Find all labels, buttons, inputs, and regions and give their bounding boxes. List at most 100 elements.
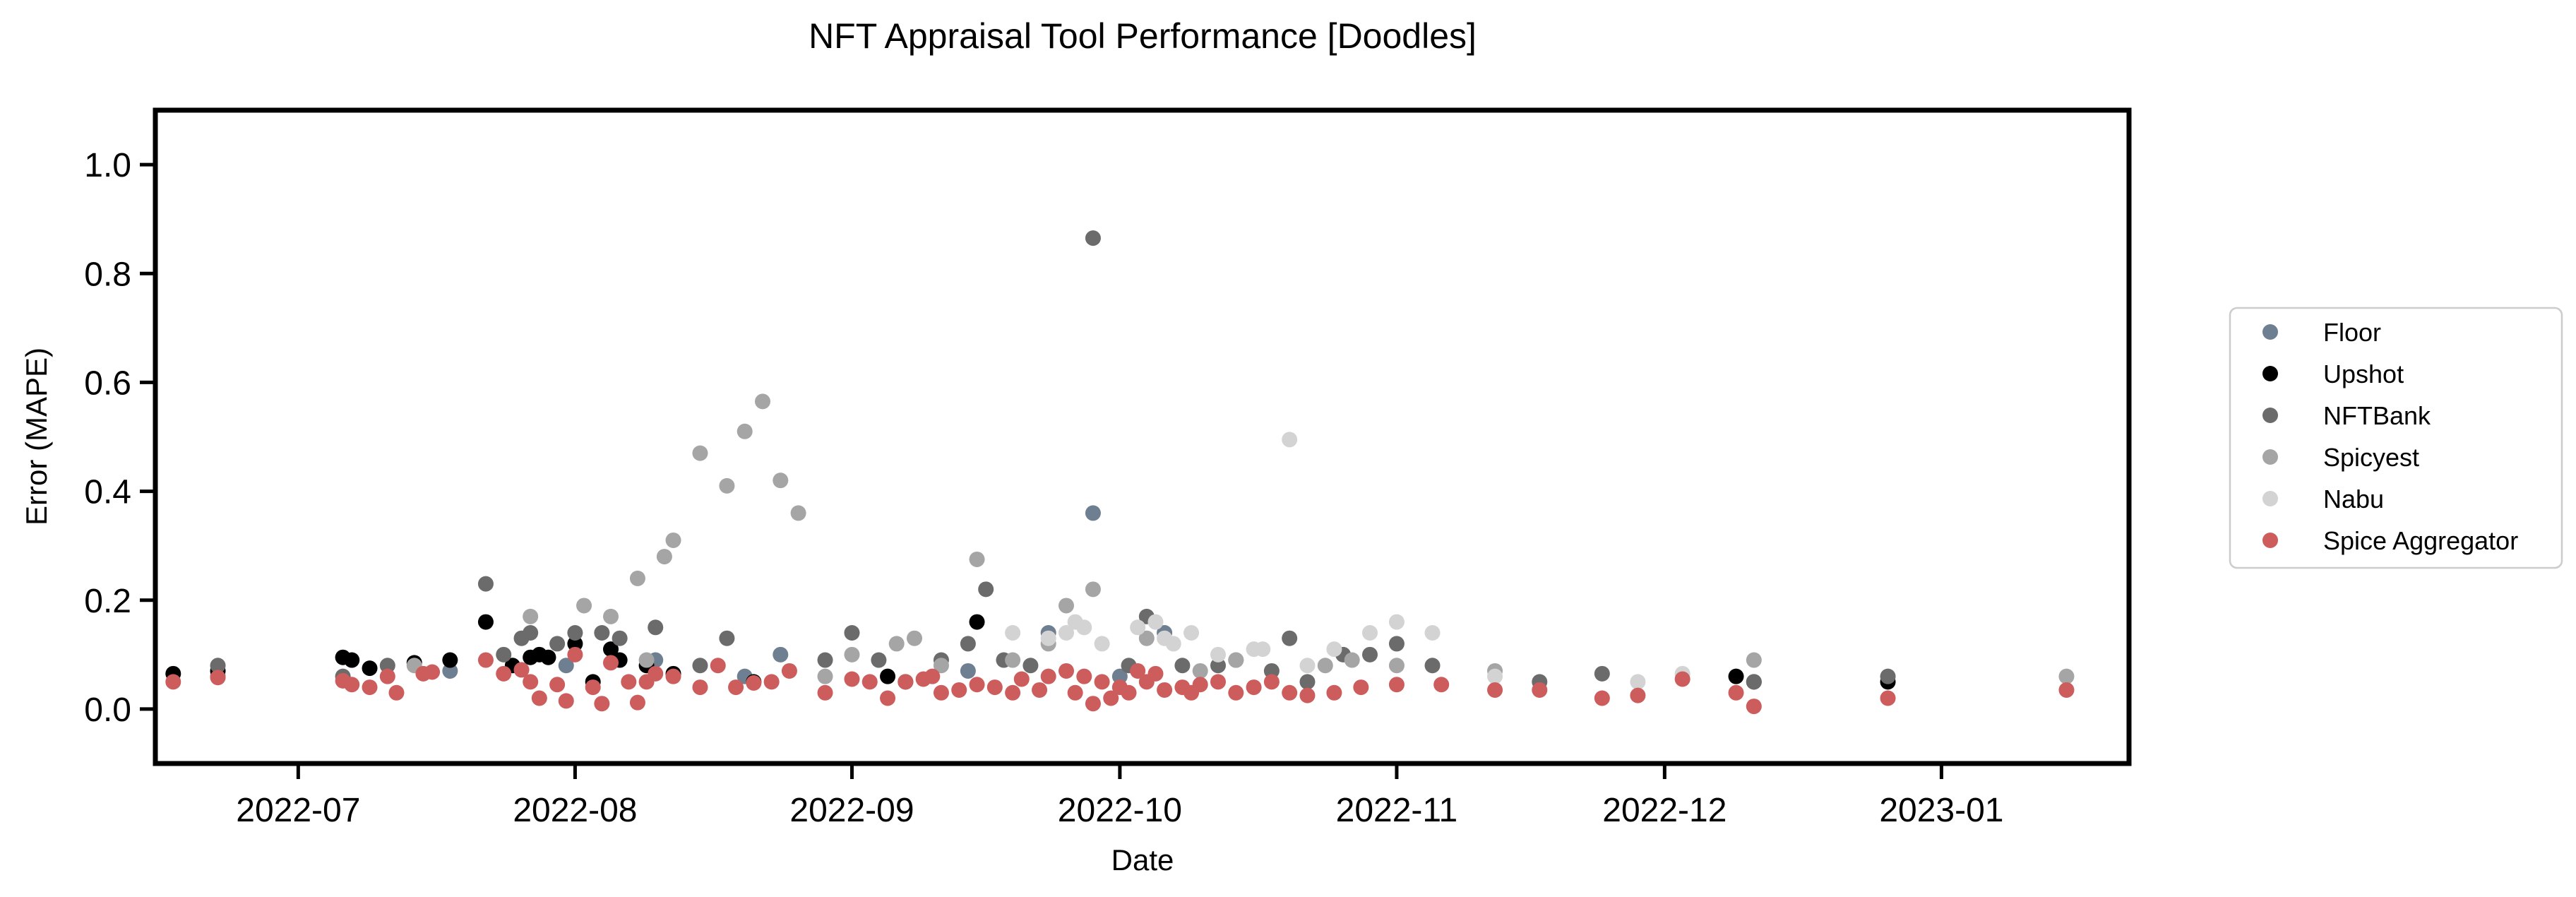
data-point [692, 445, 708, 461]
data-point [1630, 687, 1646, 703]
data-point [656, 549, 672, 565]
legend-label: Spice Aggregator [2323, 526, 2518, 555]
data-point [1299, 658, 1316, 674]
data-point [898, 674, 914, 690]
data-point [1005, 652, 1021, 668]
data-point [960, 663, 976, 679]
data-point [1388, 658, 1405, 674]
data-point [1147, 614, 1164, 630]
legend-marker [2262, 491, 2278, 506]
data-point [1192, 677, 1208, 693]
data-point [1210, 674, 1226, 690]
data-point [1388, 636, 1405, 652]
data-point [1326, 684, 1342, 701]
data-point [424, 664, 441, 680]
data-point [379, 658, 395, 674]
legend-marker [2262, 449, 2278, 465]
data-point [1746, 652, 1762, 668]
data-point [1487, 682, 1503, 698]
x-axis: 2022-07 2022-08 2022-09 2022-10 2022-11 2022-… [236, 764, 2003, 829]
plot-marks [165, 230, 2075, 715]
data-point [1282, 432, 1298, 448]
data-point [969, 677, 985, 693]
data-point [1147, 665, 1164, 682]
data-point [1728, 684, 1744, 701]
data-point [880, 668, 896, 684]
data-point [933, 658, 949, 674]
data-point [665, 668, 681, 684]
data-point [1263, 674, 1280, 690]
x-axis-label: Date [1111, 843, 1174, 877]
data-point [621, 674, 637, 690]
data-point [603, 641, 619, 658]
data-point [1594, 665, 1610, 682]
data-point [861, 674, 878, 690]
data-point [513, 662, 530, 678]
series-nabu [1005, 432, 1690, 690]
data-point [1353, 679, 1369, 696]
data-point [773, 646, 789, 663]
legend-frame [2229, 307, 2563, 569]
data-point [746, 675, 762, 691]
legend-marker [2262, 533, 2278, 548]
data-point [1880, 690, 1896, 706]
legend-label: Floor [2323, 318, 2381, 347]
data-point [1728, 668, 1744, 684]
data-point [388, 684, 405, 701]
legend-label: NFTBank [2323, 401, 2431, 430]
legend-label: Spicyest [2323, 443, 2419, 472]
data-point [978, 581, 994, 598]
legend-marker [2262, 366, 2278, 381]
data-point [1059, 663, 1074, 679]
plot-frame [153, 107, 2132, 766]
data-point [558, 658, 574, 674]
data-point [210, 670, 226, 686]
data-point [477, 652, 494, 668]
y-tick-label: 0.2 [84, 583, 131, 620]
data-point [719, 477, 735, 494]
data-point [1085, 230, 1101, 246]
data-point [567, 625, 583, 641]
data-point [1674, 671, 1690, 687]
data-point [603, 655, 619, 671]
data-point [629, 694, 645, 711]
data-point [1299, 687, 1316, 703]
data-point [951, 682, 967, 698]
data-point [737, 423, 753, 439]
data-point [1424, 625, 1441, 641]
data-point [1040, 630, 1056, 646]
legend-label: Upshot [2323, 360, 2404, 388]
data-point [629, 570, 645, 586]
data-point [1040, 668, 1056, 684]
data-point [1005, 625, 1021, 641]
data-point [755, 393, 770, 410]
data-point [1255, 641, 1271, 658]
data-point [1076, 619, 1092, 636]
data-point [969, 551, 985, 567]
data-point [1121, 684, 1137, 701]
data-point [1263, 663, 1280, 679]
data-point [603, 608, 619, 624]
data-point [817, 668, 833, 684]
data-point [1103, 690, 1119, 706]
data-point [648, 665, 664, 682]
data-point [585, 679, 601, 696]
data-point [523, 608, 539, 624]
y-axis-label: Error (MAPE) [20, 347, 53, 525]
legend-item: Upshot [2262, 360, 2404, 388]
data-point [969, 614, 985, 630]
data-point [692, 679, 708, 696]
data-point [1344, 652, 1360, 668]
y-tick-label: 0.8 [84, 256, 131, 293]
data-point [549, 677, 566, 693]
data-point [210, 658, 226, 674]
data-point [960, 636, 976, 652]
series-spicyest [406, 393, 2075, 684]
data-point [2058, 668, 2075, 684]
data-point [817, 684, 833, 701]
legend-item: Spicyest [2262, 443, 2419, 472]
x-tick-label: 2022-07 [236, 792, 360, 829]
data-point [888, 636, 905, 652]
data-point [1433, 677, 1450, 693]
data-point [665, 532, 681, 548]
